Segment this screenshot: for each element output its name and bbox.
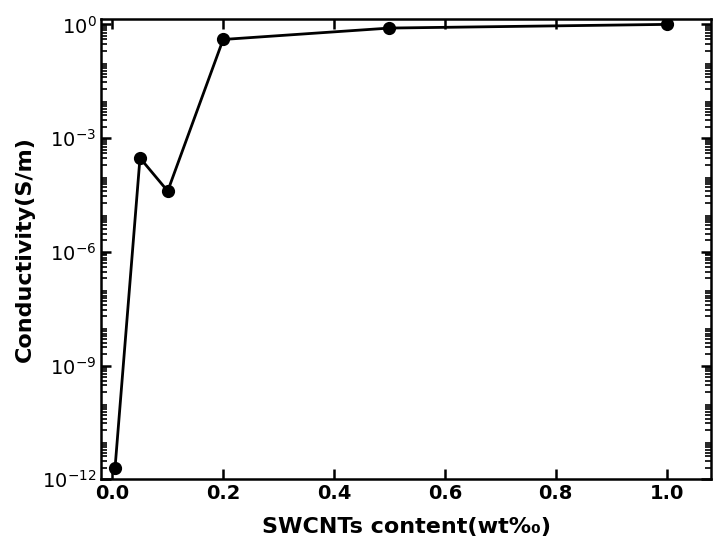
X-axis label: SWCNTs content(wt%₀): SWCNTs content(wt%₀)	[261, 517, 550, 537]
Y-axis label: Conductivity(S/m): Conductivity(S/m)	[15, 136, 35, 362]
